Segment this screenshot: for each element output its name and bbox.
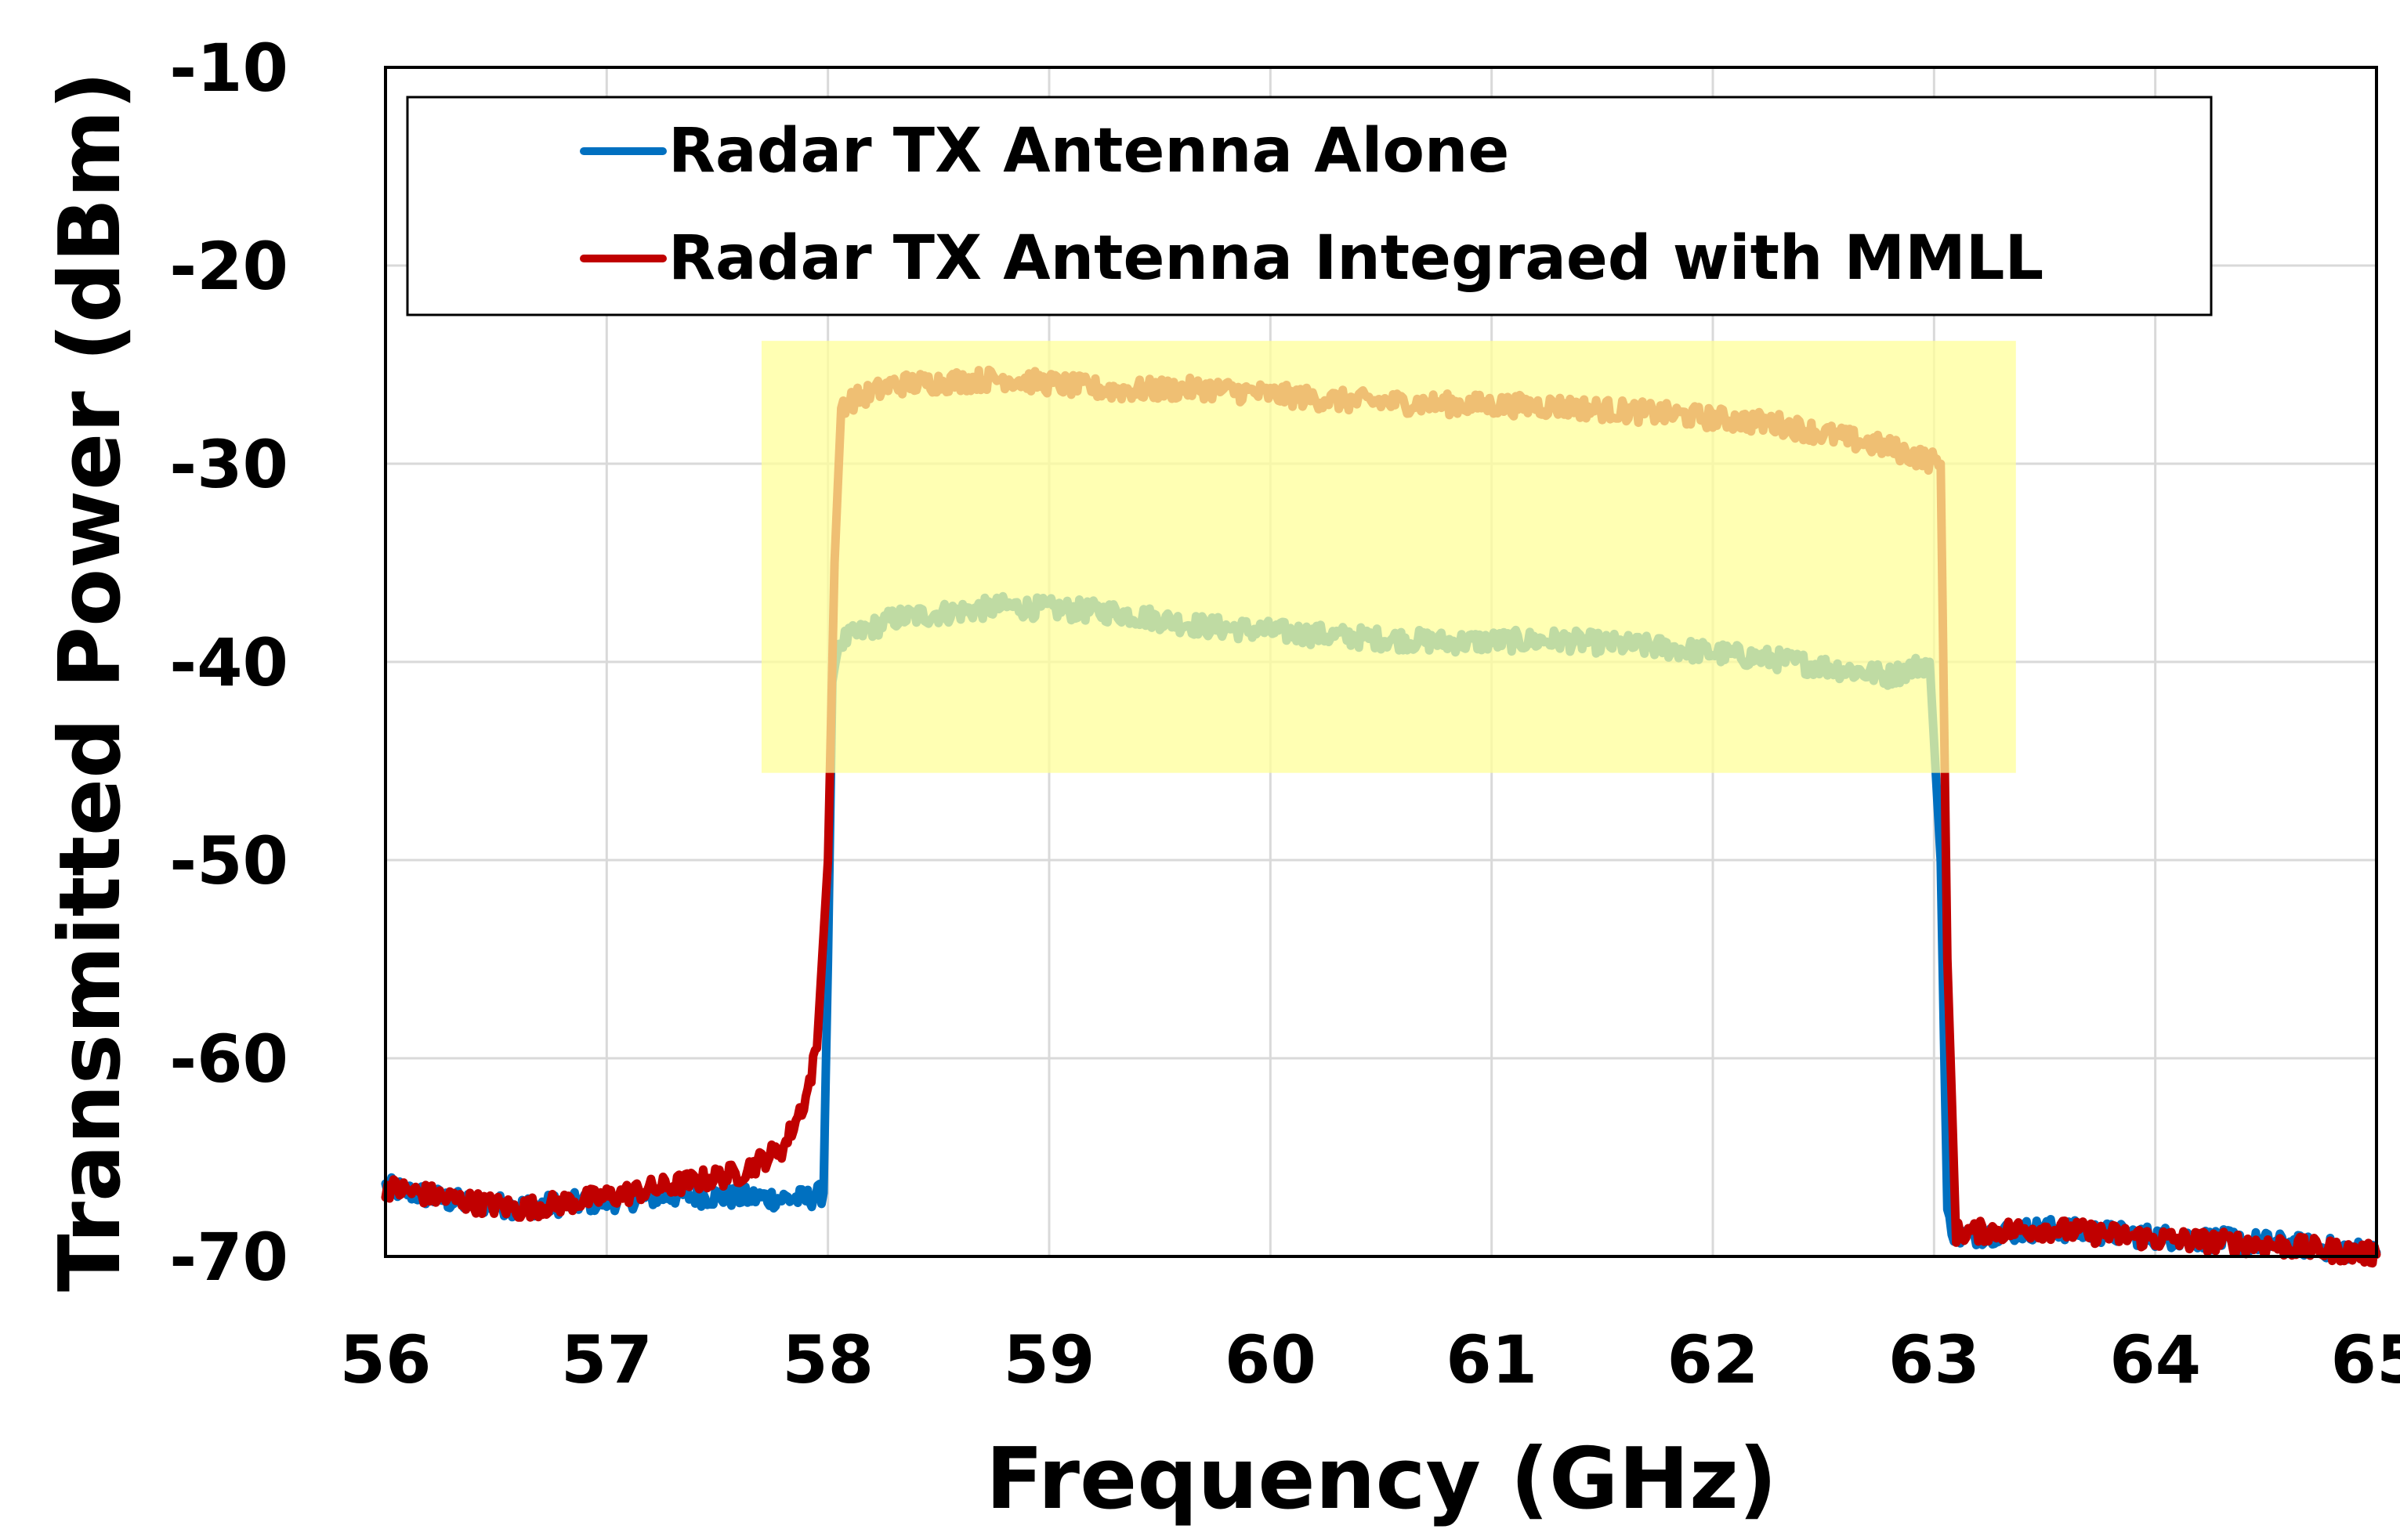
y-tick-label: -10 [169, 30, 288, 107]
x-tick-label: 64 [2109, 1321, 2201, 1398]
plot-area-frame [384, 66, 2378, 1258]
y-tick-label: -60 [169, 1021, 288, 1097]
y-tick-label: -20 [169, 228, 288, 305]
y-tick-label: -70 [169, 1219, 288, 1296]
highlight-band [761, 341, 2016, 773]
y-tick-labels: -10 -20 -30 -40 -50 -60 -70 [169, 30, 288, 1296]
legend-box [406, 96, 2213, 316]
y-tick-label: -30 [169, 426, 288, 503]
y-axis-title: Transmitted Power (dBm) [42, 71, 139, 1292]
x-tick-label: 60 [1225, 1321, 1316, 1398]
x-tick-label: 63 [1888, 1321, 1980, 1398]
x-tick-label: 58 [782, 1321, 874, 1398]
x-tick-label: 65 [2331, 1321, 2400, 1398]
x-tick-label: 61 [1446, 1321, 1537, 1398]
x-axis-title: Frequency (GHz) [986, 1430, 1777, 1528]
x-tick-labels: 56 57 58 59 60 61 62 63 64 65 [340, 1321, 2400, 1398]
y-tick-label: -50 [169, 822, 288, 899]
x-tick-label: 59 [1004, 1321, 1095, 1398]
x-tick-label: 62 [1667, 1321, 1759, 1398]
x-tick-label: 56 [340, 1321, 432, 1398]
legend: Radar TX Antenna Alone Radar TX Antenna … [406, 96, 2213, 316]
legend-label-alone: Radar TX Antenna Alone [668, 116, 1509, 186]
legend-label-integrated: Radar TX Antenna Integraed with MMLL [668, 223, 2043, 294]
y-tick-label: -40 [169, 624, 288, 701]
x-tick-label: 57 [561, 1321, 653, 1398]
highlight-band-layer [761, 341, 2016, 773]
